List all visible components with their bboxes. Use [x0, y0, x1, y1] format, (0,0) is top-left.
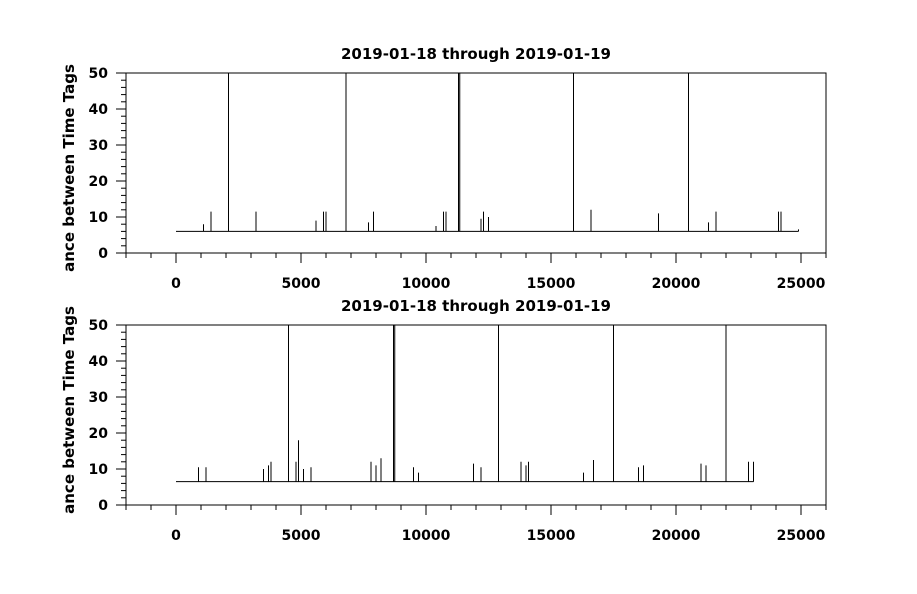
x-tick-label: 20000: [652, 276, 701, 292]
panel-1-plot-frame: [125, 72, 827, 254]
panel-1-data: [176, 73, 799, 232]
panel-1-title: 2019-01-18 through 2019-01-19: [341, 45, 611, 63]
x-tick-label: 5000: [282, 528, 321, 544]
y-tick-label: 50: [89, 66, 109, 82]
x-tick-label: 25000: [777, 276, 826, 292]
x-tick-label: 0: [171, 528, 181, 544]
x-tick-label: 25000: [777, 528, 826, 544]
y-tick-label: 10: [89, 210, 109, 226]
x-tick-label: 15000: [527, 276, 576, 292]
y-tick-label: 30: [89, 138, 109, 154]
y-tick-label: 0: [98, 498, 108, 514]
panel-1-y-axis-label: ance between Time Tags: [60, 64, 78, 272]
plot-panel-1: 2019-01-18 through 2019-01-19 ance betwe…: [60, 45, 827, 292]
x-tick-label: 20000: [652, 528, 701, 544]
panel-2-plot-frame: [125, 324, 827, 506]
y-tick-label: 50: [89, 318, 109, 334]
y-tick-label: 10: [89, 462, 109, 478]
panel-2-ticks: 0 5000 10000 15000 20000 25000 0 10 20 30 40 50: [89, 318, 827, 544]
x-tick-label: 10000: [402, 276, 451, 292]
x-tick-label: 10000: [402, 528, 451, 544]
y-tick-label: 0: [98, 246, 108, 262]
panel-2-y-axis-label: ance between Time Tags: [60, 306, 78, 514]
y-tick-label: 40: [89, 354, 109, 370]
y-tick-label: 40: [89, 102, 109, 118]
panel-1-ticks: 0 5000 10000 15000 20000 25000 0 10 20 30 40 50: [89, 66, 827, 292]
y-tick-label: 20: [89, 426, 109, 442]
x-tick-label: 15000: [527, 528, 576, 544]
y-tick-label: 30: [89, 390, 109, 406]
x-tick-label: 0: [171, 276, 181, 292]
panel-2-title: 2019-01-18 through 2019-01-19: [341, 297, 611, 315]
y-tick-label: 20: [89, 174, 109, 190]
panel-2-data: [176, 325, 754, 483]
plot-panel-2: 2019-01-18 through 2019-01-19 ance betwe…: [60, 297, 827, 544]
x-tick-label: 5000: [282, 276, 321, 292]
